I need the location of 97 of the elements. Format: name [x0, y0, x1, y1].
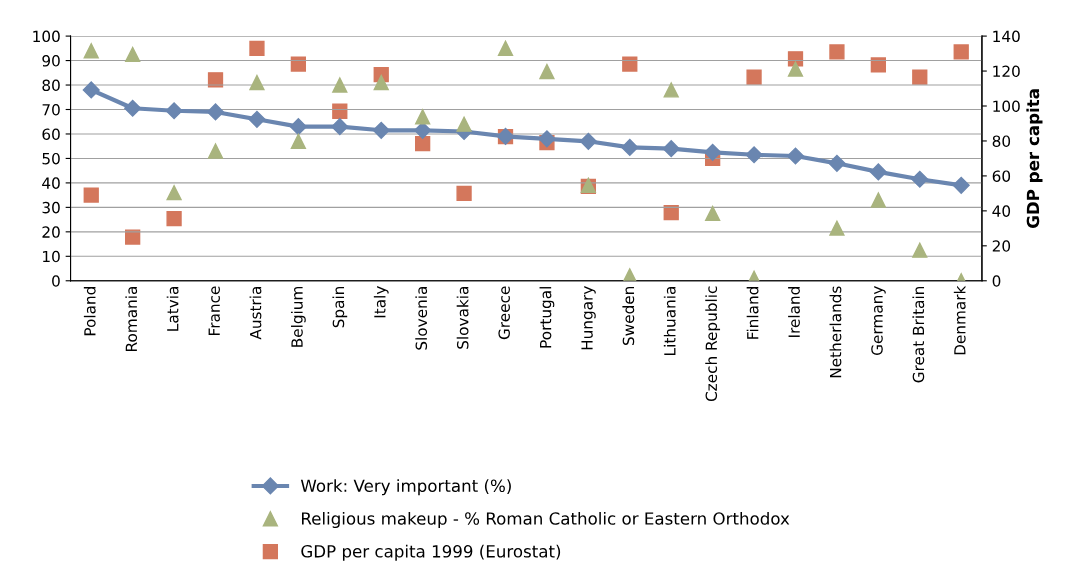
point	[539, 63, 555, 80]
y-tick-label: 10	[43, 250, 60, 263]
legend-label: Religious makeup - % Roman Catholic or Eastern Orthodox	[302, 511, 790, 529]
x-tick-label: Greece	[498, 286, 510, 340]
point	[912, 69, 928, 85]
x-tick-label: Romania	[125, 287, 138, 351]
y2-tick-label: 120	[993, 65, 1020, 78]
x-tick-label: Slovakia	[456, 287, 469, 349]
legend-label: GDP per capita 1999 (Eurostat)	[301, 544, 561, 561]
y-tick-label: 80	[42, 79, 60, 92]
x-tick-label: Great Britain	[912, 286, 925, 383]
point	[166, 185, 182, 201]
y-tick-label: 0	[52, 275, 60, 287]
point	[456, 116, 472, 132]
point	[372, 121, 390, 139]
y2-tick-label: 20	[992, 240, 1011, 252]
x-tick-label: Italy	[373, 286, 389, 318]
x-tick-label: Ireland	[788, 287, 800, 337]
point	[870, 57, 886, 73]
point	[290, 56, 307, 72]
x-tick-label: Hungary	[581, 286, 596, 350]
point	[746, 69, 762, 85]
point	[249, 40, 265, 56]
x-tick-label: Latvia	[166, 287, 179, 331]
y2-tick-label: 40	[992, 205, 1011, 217]
point	[579, 132, 597, 150]
x-tick-label: France	[208, 286, 220, 335]
x-tick-label: Lithuania	[663, 287, 676, 355]
point	[911, 170, 929, 188]
point	[249, 74, 265, 91]
y-tick-label: 90	[42, 55, 60, 67]
y2-axis-title: GDP per capita	[1026, 89, 1043, 228]
point	[953, 44, 969, 60]
point	[289, 118, 307, 136]
x-tick-label: Germany	[871, 286, 886, 355]
point	[83, 43, 99, 59]
point	[952, 176, 970, 194]
y2-tick-label: 80	[992, 135, 1011, 147]
y2-tick-label: 60	[992, 170, 1011, 182]
point	[662, 140, 680, 158]
point	[912, 242, 928, 258]
point	[621, 138, 639, 156]
point	[166, 211, 182, 227]
point	[497, 40, 514, 56]
point	[870, 192, 886, 208]
point	[332, 77, 348, 93]
x-tick-label: Austria	[249, 287, 262, 340]
point	[704, 143, 722, 161]
y-tick-label: 60	[42, 128, 60, 140]
point	[786, 147, 805, 165]
y-tick-label: 30	[42, 201, 60, 214]
point	[290, 133, 307, 149]
x-tick-label: Czech Republic	[705, 286, 721, 402]
point	[125, 46, 141, 63]
y-tick-label: 20	[42, 226, 60, 238]
y-tick-label: 70	[42, 103, 60, 116]
x-tick-label: Finland	[746, 287, 759, 339]
x-tick-label: Netherlands	[829, 286, 842, 378]
y2-tick-label: 100	[993, 100, 1020, 113]
point	[82, 81, 100, 99]
x-tick-label: Spain	[332, 286, 348, 328]
point	[415, 135, 431, 152]
point	[869, 163, 887, 181]
point	[331, 118, 349, 136]
point	[828, 154, 846, 172]
point	[538, 130, 556, 148]
point	[207, 143, 224, 159]
point	[124, 99, 142, 117]
point	[663, 82, 679, 98]
y-tick-label: 100	[33, 30, 60, 43]
point	[829, 220, 845, 236]
y-tick-label: 50	[42, 152, 60, 165]
point	[248, 110, 266, 128]
x-tick-label: Slovenia	[415, 287, 428, 350]
point	[165, 102, 183, 120]
point	[663, 204, 679, 221]
point	[125, 229, 141, 245]
point	[206, 103, 225, 121]
y2-tick-label: 0	[992, 275, 1001, 287]
x-tick-label: Denmark	[953, 285, 966, 355]
x-tick-label: Portugal	[539, 287, 555, 348]
x-tick-label: Sweden	[622, 286, 635, 345]
x-tick-label: Poland	[83, 287, 96, 336]
point	[745, 146, 763, 164]
y2-tick-label: 140	[993, 30, 1020, 43]
point	[373, 74, 389, 91]
x-tick-label: Belgium	[290, 286, 306, 347]
point	[456, 185, 472, 202]
point	[829, 44, 845, 60]
legend-label: Work: Very important (%)	[300, 479, 511, 496]
point	[415, 109, 431, 125]
point	[622, 56, 638, 72]
point	[705, 205, 721, 222]
y-tick-label: 40	[42, 177, 60, 189]
point	[332, 103, 348, 119]
point	[787, 61, 804, 77]
point	[83, 187, 99, 203]
